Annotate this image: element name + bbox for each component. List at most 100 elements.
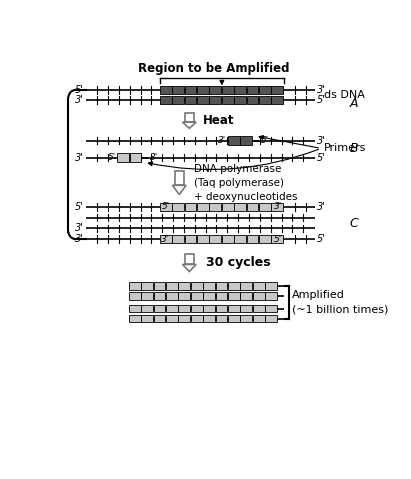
Text: ds DNA: ds DNA: [324, 90, 365, 100]
Bar: [141, 315, 153, 322]
Bar: [160, 96, 171, 104]
Bar: [141, 305, 153, 312]
Bar: [203, 282, 215, 290]
Bar: [154, 315, 165, 322]
Bar: [247, 203, 258, 211]
Bar: [228, 292, 240, 300]
Bar: [197, 203, 209, 211]
Bar: [234, 86, 246, 94]
Bar: [172, 235, 184, 243]
Text: 3': 3': [218, 136, 226, 145]
Bar: [129, 282, 141, 290]
Bar: [197, 96, 209, 104]
Bar: [178, 315, 190, 322]
Polygon shape: [182, 122, 196, 128]
Bar: [210, 96, 221, 104]
Bar: [247, 235, 258, 243]
Bar: [197, 86, 209, 94]
Bar: [234, 235, 246, 243]
Bar: [272, 235, 283, 243]
Bar: [117, 153, 129, 162]
Text: Amplified
(~1 billion times): Amplified (~1 billion times): [292, 290, 389, 314]
Text: 5': 5': [107, 153, 116, 162]
Bar: [234, 203, 246, 211]
Bar: [228, 282, 240, 290]
Bar: [175, 171, 184, 185]
Text: 3': 3': [75, 223, 84, 233]
Bar: [154, 305, 165, 312]
Bar: [234, 96, 246, 104]
Text: B: B: [349, 142, 358, 155]
Bar: [178, 305, 190, 312]
Bar: [166, 305, 178, 312]
Bar: [203, 305, 215, 312]
Bar: [222, 203, 233, 211]
Text: DNA polymerase
(Taq polymerase)
+ deoxynucleotides: DNA polymerase (Taq polymerase) + deoxyn…: [194, 164, 298, 202]
Bar: [247, 96, 258, 104]
Bar: [253, 315, 265, 322]
Bar: [216, 282, 227, 290]
Text: 3': 3': [75, 95, 84, 105]
Text: 5': 5': [261, 136, 269, 145]
Bar: [253, 292, 265, 300]
Text: 3': 3': [274, 202, 282, 211]
Bar: [222, 86, 233, 94]
Bar: [185, 254, 194, 264]
Bar: [228, 137, 240, 145]
Bar: [185, 203, 196, 211]
Bar: [129, 305, 141, 312]
Bar: [259, 235, 271, 243]
Bar: [253, 282, 265, 290]
Text: 5': 5': [75, 85, 84, 95]
Bar: [228, 305, 240, 312]
Bar: [129, 315, 141, 322]
Text: 5': 5': [317, 153, 326, 162]
Text: A: A: [349, 97, 358, 110]
Bar: [191, 292, 203, 300]
Bar: [129, 153, 141, 162]
Bar: [203, 292, 215, 300]
Bar: [259, 96, 271, 104]
Text: 3': 3': [150, 153, 158, 162]
Bar: [222, 96, 233, 104]
Bar: [141, 282, 153, 290]
Bar: [160, 86, 171, 94]
Bar: [272, 203, 283, 211]
Bar: [185, 113, 194, 122]
Bar: [172, 86, 184, 94]
Bar: [210, 86, 221, 94]
Text: 30 cycles: 30 cycles: [206, 256, 271, 269]
Bar: [240, 137, 252, 145]
Text: 3': 3': [75, 153, 84, 162]
Bar: [185, 235, 196, 243]
Bar: [178, 292, 190, 300]
Text: 3': 3': [317, 85, 326, 95]
Bar: [210, 203, 221, 211]
Text: 5': 5': [317, 95, 326, 105]
Bar: [240, 315, 252, 322]
Bar: [265, 282, 277, 290]
Bar: [240, 282, 252, 290]
Bar: [265, 305, 277, 312]
Bar: [253, 305, 265, 312]
Bar: [228, 315, 240, 322]
Text: 3': 3': [317, 202, 326, 212]
Text: 3': 3': [75, 234, 84, 244]
Bar: [154, 292, 165, 300]
Bar: [247, 86, 258, 94]
Bar: [216, 305, 227, 312]
Bar: [185, 96, 196, 104]
Bar: [129, 292, 141, 300]
Bar: [222, 235, 233, 243]
Bar: [272, 96, 283, 104]
Bar: [216, 292, 227, 300]
Text: 5': 5': [274, 235, 282, 244]
Bar: [265, 315, 277, 322]
Polygon shape: [182, 264, 196, 272]
Text: 5': 5': [162, 202, 170, 211]
Bar: [154, 282, 165, 290]
Bar: [160, 203, 171, 211]
Text: Region to be Amplified: Region to be Amplified: [139, 62, 290, 75]
Text: 3': 3': [162, 235, 170, 244]
Bar: [210, 235, 221, 243]
